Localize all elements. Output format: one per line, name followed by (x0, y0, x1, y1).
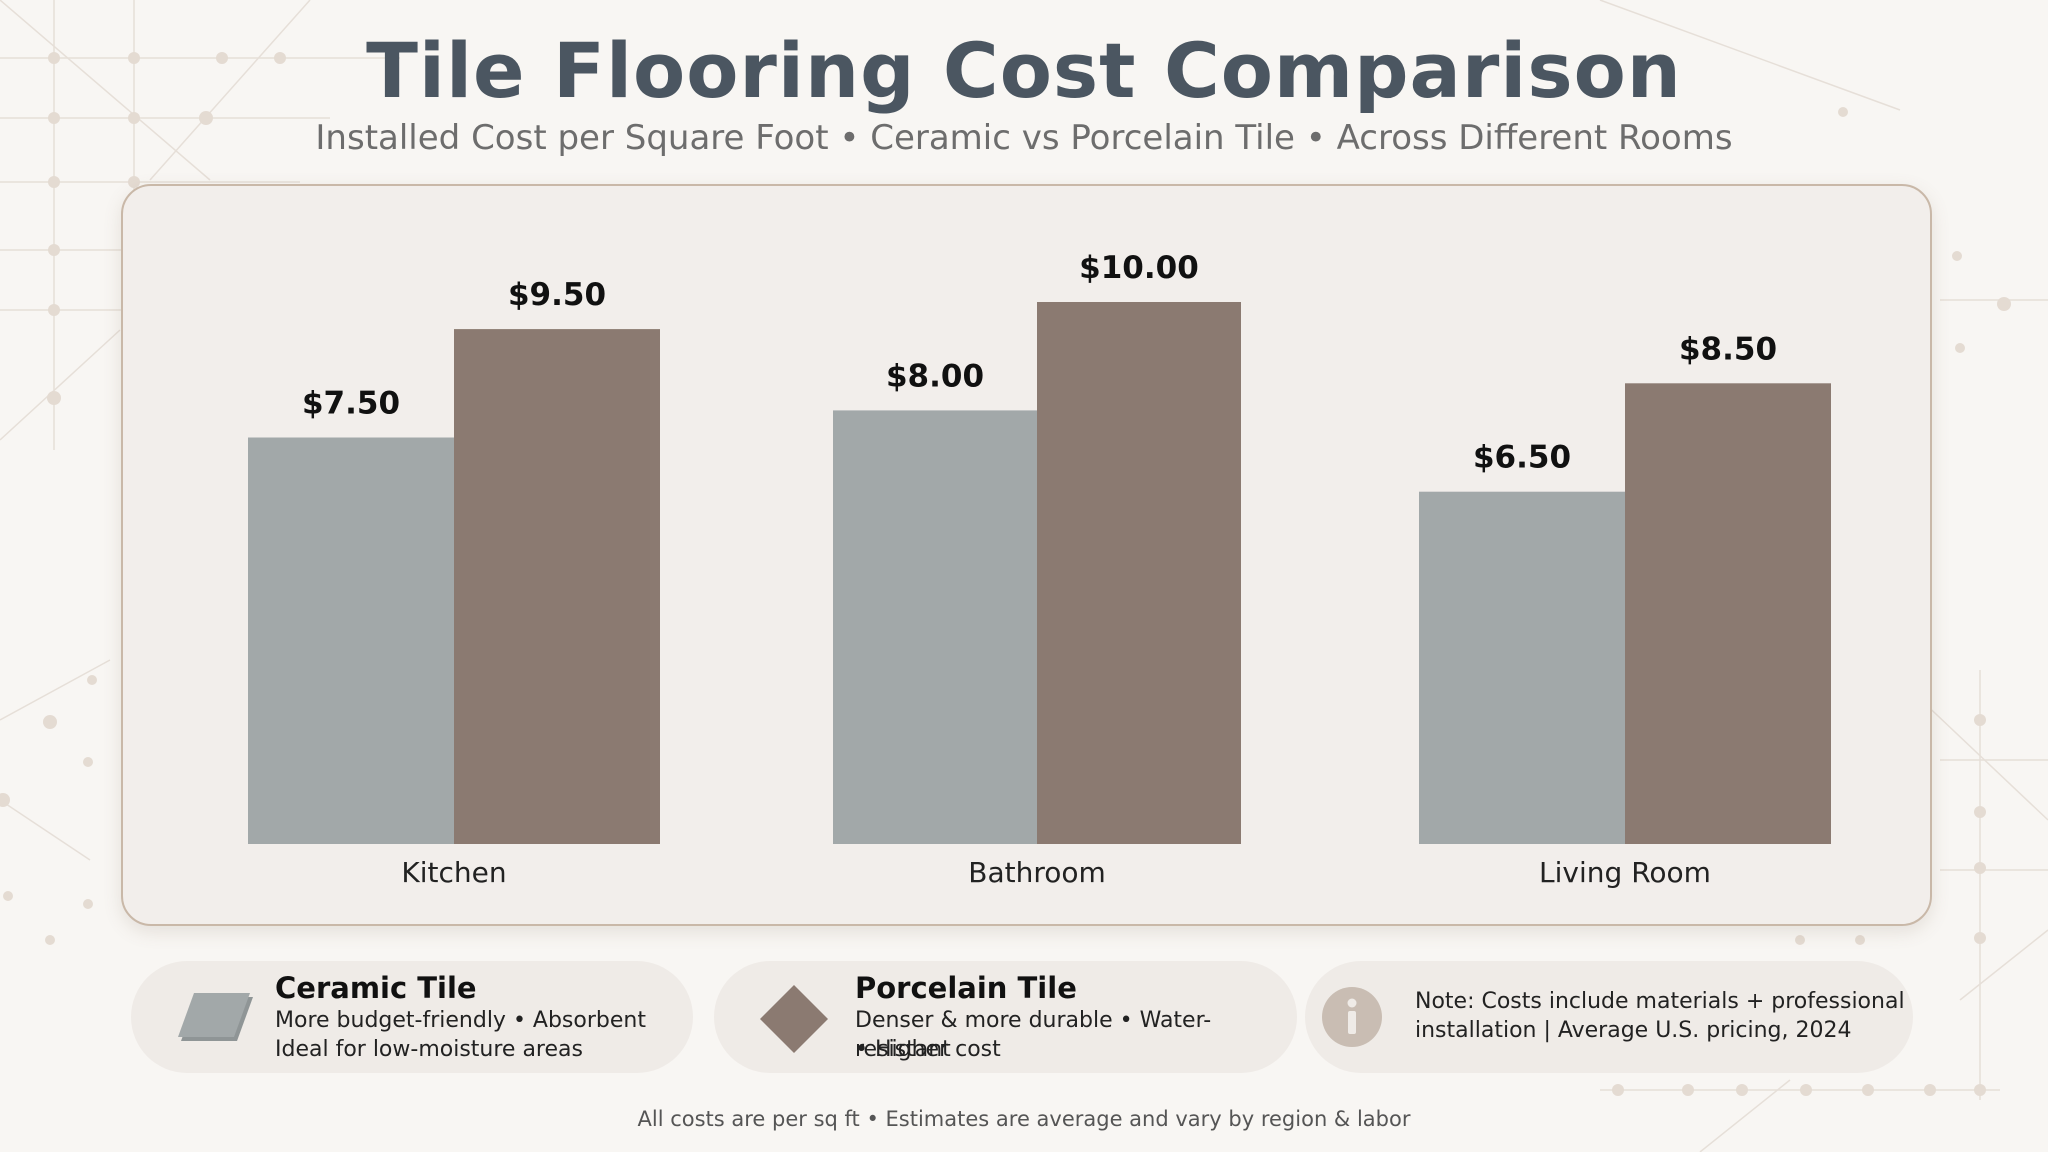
note-line1: Note: Costs include materials + professi… (1415, 989, 1905, 1014)
category-label-living-room: Living Room (1539, 856, 1711, 889)
legend-porcelain-title: Porcelain Tile (855, 971, 1077, 1005)
legend-porcelain-line1: Denser & more durable • Water-resistant (855, 1008, 1212, 1062)
bar-porcelain-tile-bathroom (1037, 302, 1241, 844)
value-label-porcelain-tile-kitchen: $9.50 (508, 277, 606, 313)
legend-porcelain-card: Porcelain Tile Denser & more durable • W… (714, 961, 1297, 1073)
bar-ceramic-tile-living-room (1419, 491, 1625, 844)
bar-ceramic-tile-bathroom (833, 410, 1037, 844)
bar-chart: $7.50 $9.50 Kitchen $8.00 $10.00 Bathroom $6.5… (248, 250, 1831, 889)
legend-ceramic-line1: More budget-friendly • Absorbent (275, 1008, 646, 1033)
legend-ceramic-title: Ceramic Tile (275, 971, 477, 1005)
category-label-bathroom: Bathroom (968, 856, 1106, 889)
legend-porcelain-line2: • Higher cost (855, 1037, 1001, 1062)
legend-ceramic-card: Ceramic Tile More budget-friendly • Abso… (131, 961, 693, 1073)
footnote: All costs are per sq ft • Estimates are … (637, 1107, 1411, 1131)
value-label-ceramic-tile-kitchen: $7.50 (302, 386, 400, 422)
chart-subtitle: Installed Cost per Square Foot • Ceramic… (315, 118, 1733, 158)
legend-ceramic-line2: Ideal for low-moisture areas (275, 1037, 583, 1062)
note-line2: installation | Average U.S. pricing, 202… (1415, 1018, 1852, 1043)
bar-porcelain-tile-kitchen (454, 329, 660, 845)
value-label-ceramic-tile-bathroom: $8.00 (886, 358, 984, 394)
category-label-kitchen: Kitchen (401, 856, 506, 889)
bar-porcelain-tile-living-room (1625, 383, 1831, 844)
info-icon (1322, 987, 1382, 1047)
value-label-porcelain-tile-living-room: $8.50 (1679, 331, 1777, 367)
value-label-ceramic-tile-living-room: $6.50 (1473, 440, 1571, 476)
ceramic-tile-icon (178, 993, 253, 1041)
note-card: Note: Costs include materials + professi… (1305, 961, 1913, 1073)
porcelain-diamond-icon (760, 985, 828, 1053)
bar-ceramic-tile-kitchen (248, 437, 454, 844)
chart-title: Tile Flooring Cost Comparison (366, 26, 1682, 115)
value-label-porcelain-tile-bathroom: $10.00 (1079, 250, 1199, 286)
